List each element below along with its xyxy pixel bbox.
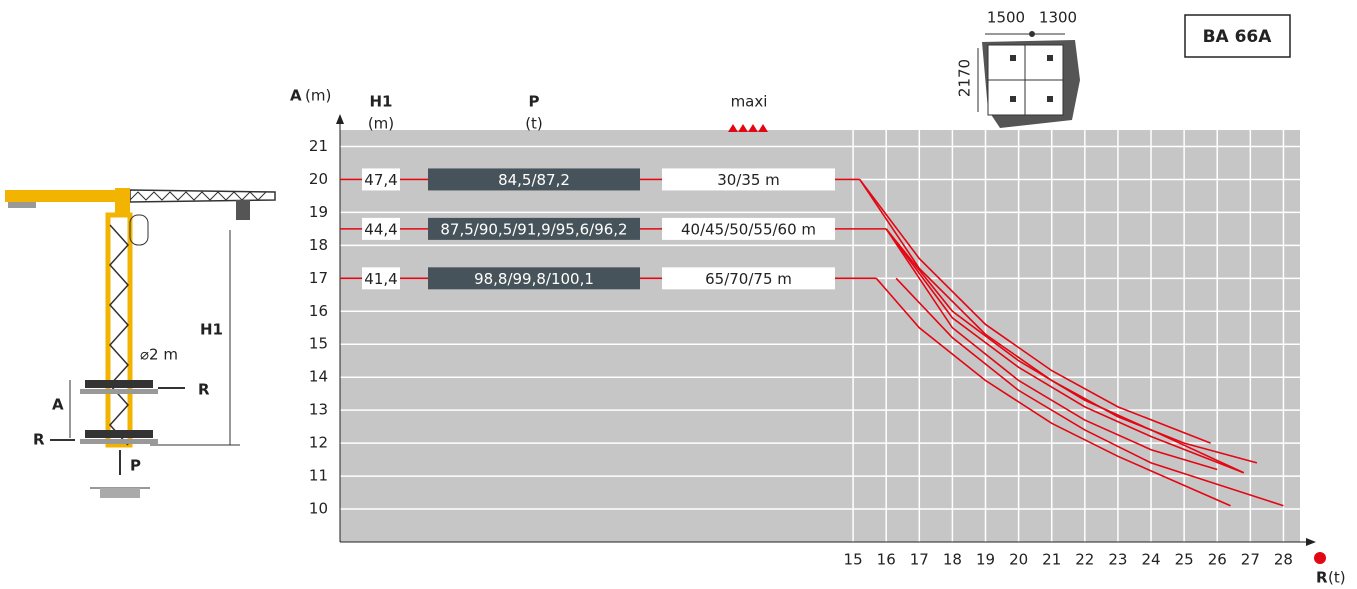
crane-label: P (130, 457, 141, 475)
row-text: 40/45/50/55/60 m (681, 220, 816, 238)
column-unit: (m) (368, 115, 394, 133)
crane-label: H1 (200, 321, 223, 339)
crane-label: R (198, 381, 210, 399)
crane-label: ⌀2 m (140, 346, 178, 364)
base-label: 1300 (1039, 9, 1077, 27)
red-dot (1314, 552, 1326, 564)
y-tick-label: 21 (309, 137, 328, 155)
x-tick-label: 25 (1175, 551, 1194, 569)
y-tick-label: 20 (309, 170, 328, 188)
y-tick-label: 16 (309, 302, 328, 320)
crane-label: A (52, 396, 64, 414)
column-header: H1 (370, 93, 393, 111)
column-header: maxi (731, 93, 768, 111)
y-tick-label: 18 (309, 236, 328, 254)
row-text: 47,4 (364, 171, 397, 189)
y-tick-label: 11 (309, 467, 328, 485)
plot-background (340, 130, 1300, 542)
y-tick-label: 15 (309, 335, 328, 353)
model: BA 66A (1203, 27, 1273, 47)
x-tick-label: 27 (1241, 551, 1260, 569)
x-axis-arrow (1306, 538, 1316, 546)
x-axis-symbol: R (1316, 569, 1328, 587)
x-tick-label: 28 (1274, 551, 1293, 569)
x-tick-label: 15 (844, 551, 863, 569)
base-drawing: 1500 1300 2170 (956, 9, 1081, 129)
x-tick-label: 18 (943, 551, 962, 569)
y-axis-arrow (336, 114, 344, 124)
row-text: 30/35 m (717, 171, 780, 189)
crane-drawing: H1 ⌀2 m A R R P (5, 188, 275, 498)
x-tick-label: 17 (910, 551, 929, 569)
x-tick-label: 16 (877, 551, 896, 569)
y-tick-label: 17 (309, 269, 328, 287)
y-tick-label: 12 (309, 434, 328, 452)
base-label: 1500 (987, 9, 1025, 27)
base-label: 2170 (956, 59, 974, 97)
x-tick-label: 22 (1075, 551, 1094, 569)
y-tick-label: 10 (309, 500, 328, 518)
row-text: 98,8/99,8/100,1 (474, 270, 594, 288)
row-text: 41,4 (364, 270, 397, 288)
y-tick-label: 19 (309, 203, 328, 221)
crane-label: R (33, 431, 45, 449)
y-axis-symbol: A (290, 87, 302, 105)
x-tick-label: 26 (1208, 551, 1227, 569)
x-axis-unit: (t) (1328, 569, 1346, 587)
x-tick-label: 19 (976, 551, 995, 569)
y-tick-label: 13 (309, 401, 328, 419)
x-tick-label: 21 (1042, 551, 1061, 569)
column-unit: (t) (525, 115, 543, 133)
x-tick-label: 20 (1009, 551, 1028, 569)
row-text: 84,5/87,2 (498, 171, 570, 189)
y-axis-unit: (m) (305, 87, 331, 105)
y-tick-label: 14 (309, 368, 328, 386)
row-text: 44,4 (364, 220, 397, 238)
row-text: 87,5/90,5/91,9/95,6/96,2 (440, 220, 627, 238)
x-tick-label: 24 (1141, 551, 1160, 569)
chart: H1 ⌀2 m A R R P 1500 1300 2170 BA 66A 10… (0, 0, 1357, 589)
x-tick-label: 23 (1108, 551, 1127, 569)
column-header: P (529, 93, 540, 111)
row-text: 65/70/75 m (705, 270, 792, 288)
